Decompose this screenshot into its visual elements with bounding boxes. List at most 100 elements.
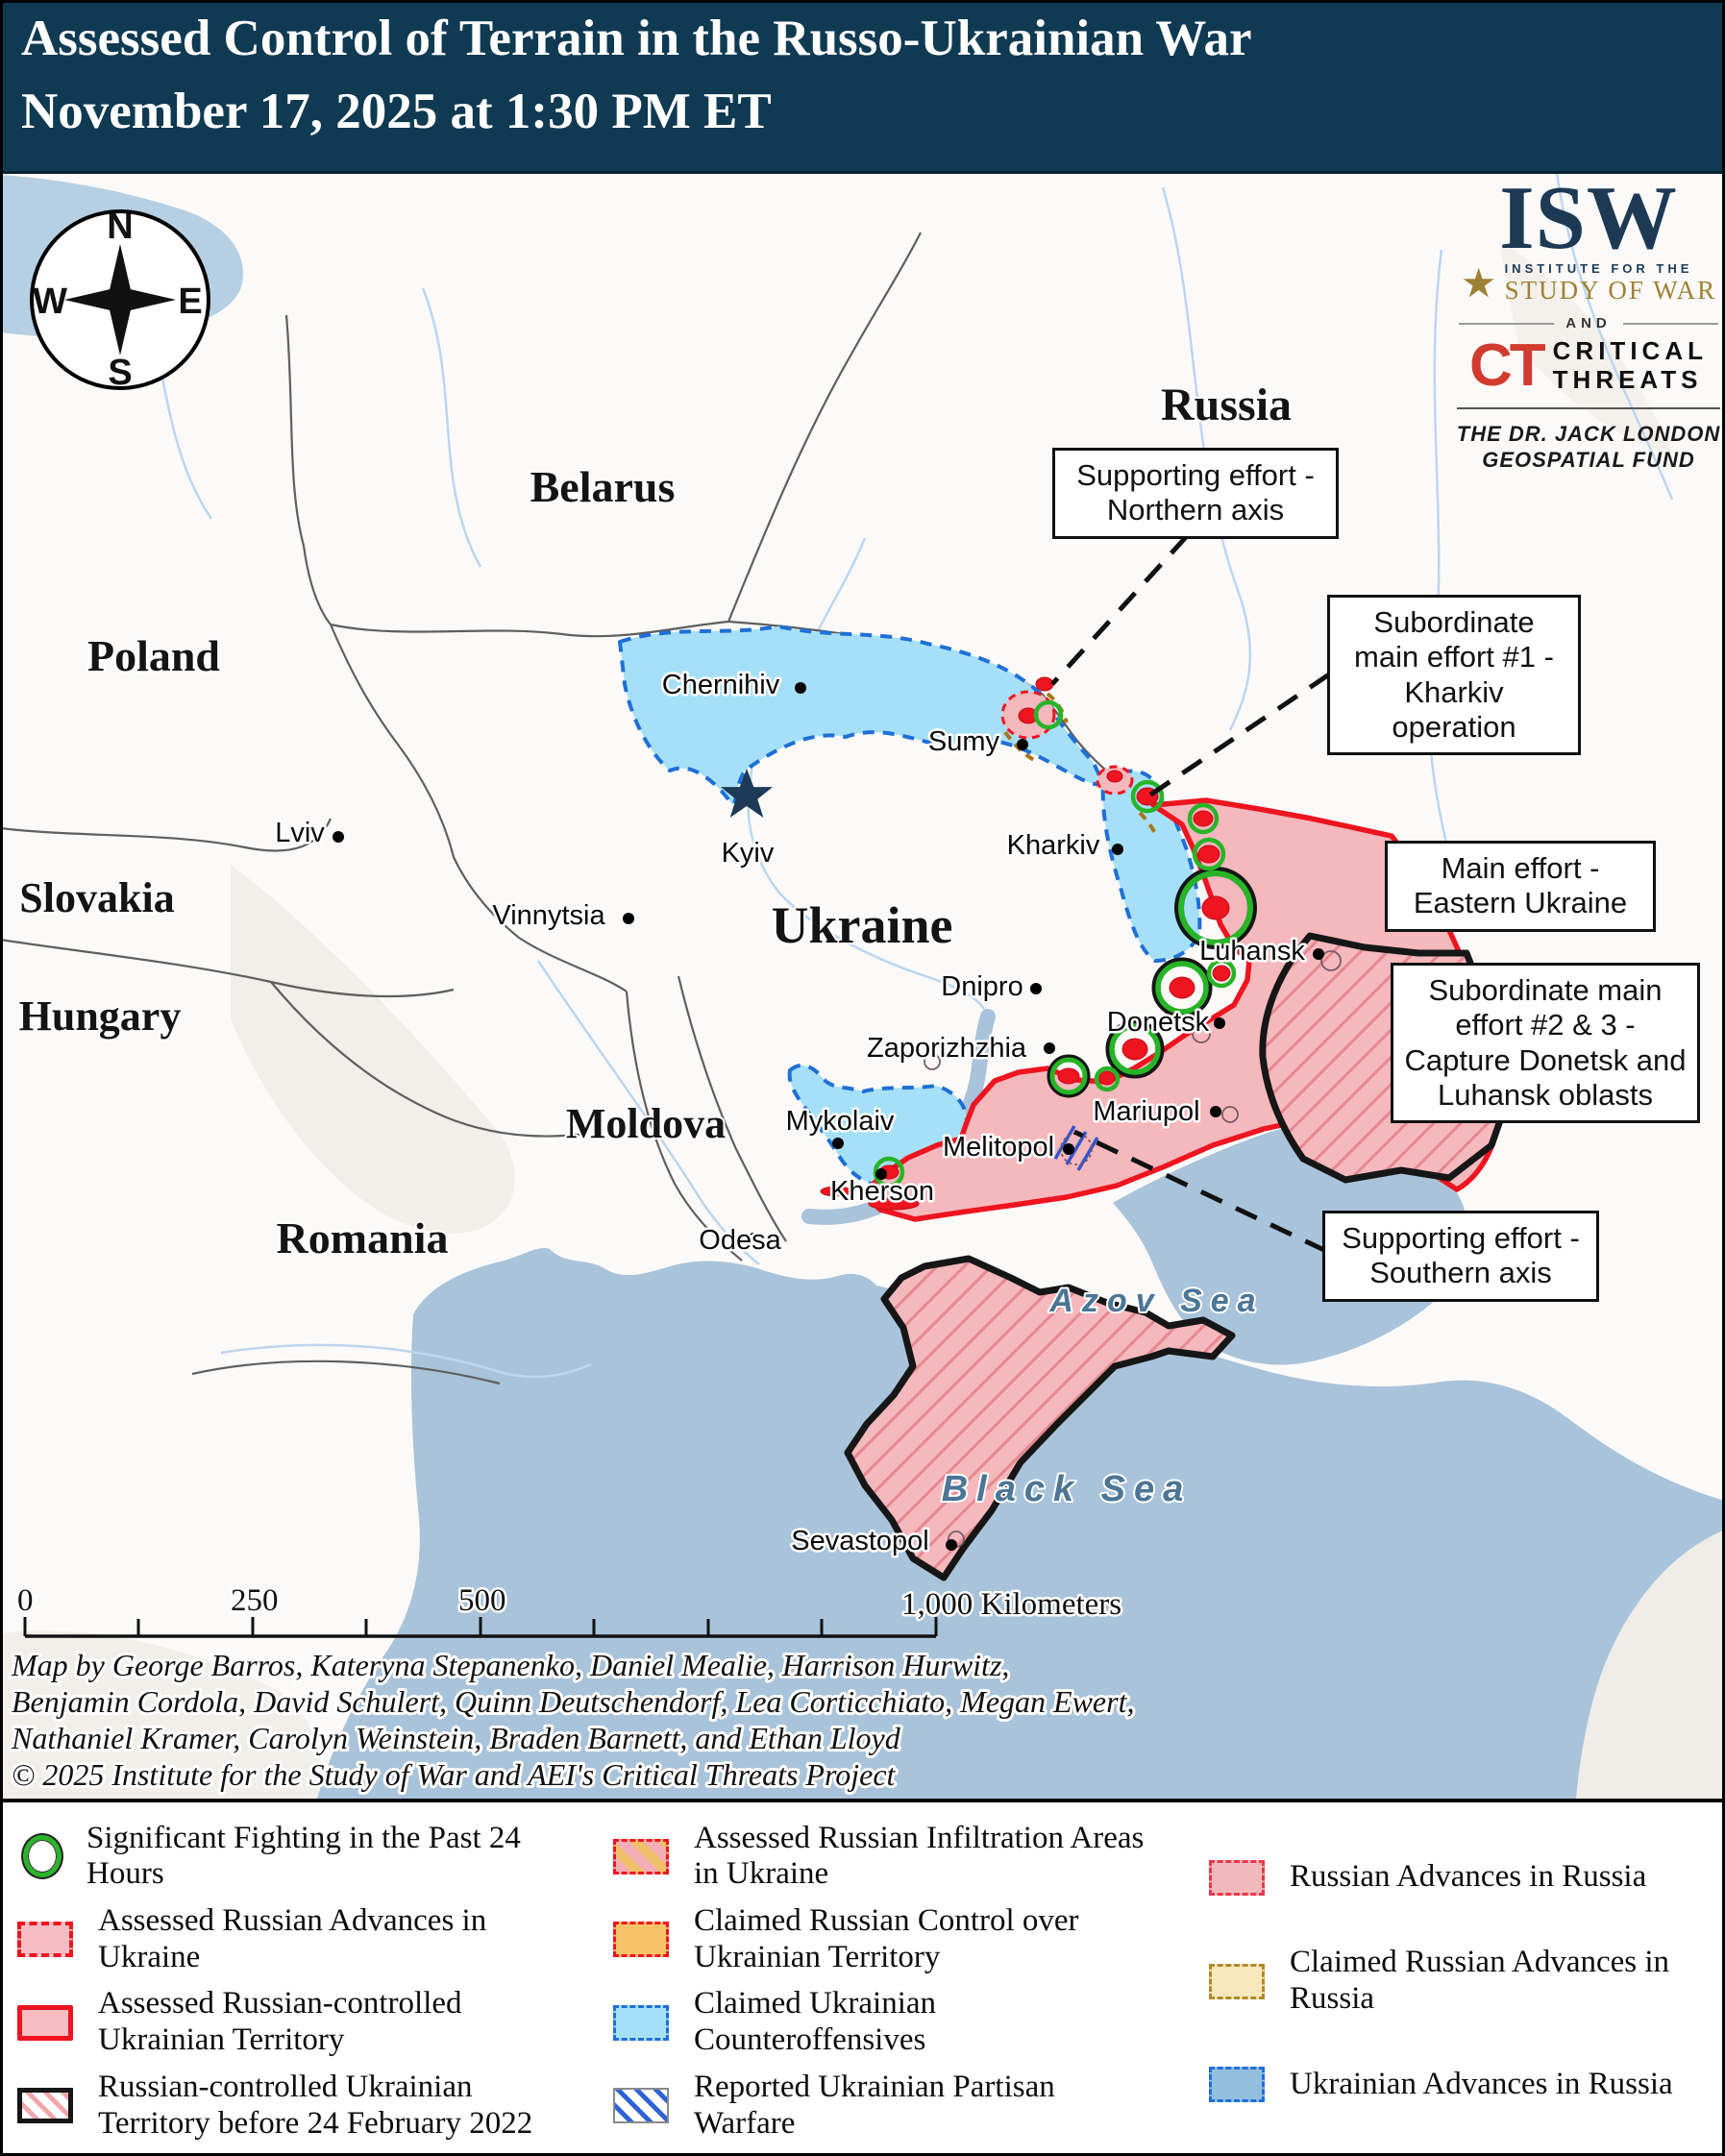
sea-labels: Azov Sea Black Sea [940,1281,1264,1511]
legend-item-russian-advances-russia: Russian Advances in Russia [1209,1859,1718,1896]
city-mariupol: Mariupol [1091,1094,1221,1130]
page-subtitle-date: November 17, 2025 at 1:30 PM ET [21,84,772,139]
svg-text:Odesa: Odesa [699,1225,781,1256]
legend-item-russian-controlled: Assessed Russian-controlled Ukrainian Te… [17,1986,584,2059]
scale-500: 500 [458,1583,506,1618]
svg-text:© 2025 Institute for the Study: © 2025 Institute for the Study of War an… [12,1757,897,1792]
claimed-russian-advances-swatch [1209,1963,1265,1999]
callout-kharkiv-operation: Subordinate main effort #1 - Kharkiv opera… [1327,595,1581,756]
svg-text:Sumy: Sumy [928,726,1000,757]
kyiv-capital-star [721,769,773,818]
terrain-shading [0,240,1725,1802]
isw-logo: ISW [1499,168,1678,268]
pre2022-swatch [17,2088,73,2124]
svg-text:Benjamin Cordola, David Schule: Benjamin Cordola, David Schulert, Quinn … [12,1684,1134,1719]
city-lviv: Lviv [273,816,344,851]
legend-item-infiltration: Assessed Russian Infiltration Areas in U… [613,1821,1180,1894]
compass-s: S [108,353,132,393]
city-dnipro: Dnipro [939,969,1042,1005]
isw-star-icon: ★ [1460,260,1497,306]
black-sea [317,1248,1725,1799]
threats-text: THREATS [1552,364,1703,394]
callout-donetsk-luhansk: Subordinate main effort #2 & 3 - Capture … [1391,963,1700,1124]
legend-item-pre2022: Russian-controlled Ukrainian Territory b… [17,2070,584,2143]
city-mykolaiv: Mykolaiv [783,1104,897,1149]
city-donetsk: Donetsk [1104,1005,1225,1041]
scale-1000: 1,000 Kilometers [901,1587,1121,1622]
compass-rose: N S E W [30,207,210,393]
svg-text:Zaporizhzhia: Zaporizhzhia [867,1033,1027,1064]
compass-e: E [178,282,202,322]
legend-item-claimed-russian-control: Claimed Russian Control over Ukrainian T… [613,1903,1180,1976]
isw-study-of-war-text: STUDY OF WAR [1504,276,1717,306]
compass-n: N [107,207,133,247]
svg-text:Map by George Barros, Kateryna: Map by George Barros, Kateryna Stepanenk… [11,1648,1009,1682]
city-melitopol: Melitopol [940,1130,1074,1165]
legend: Significant Fighting in the Past 24 Hour… [0,1799,1725,2156]
seas [0,175,1725,1799]
claimed-russian-control-swatch [613,1922,669,1958]
city-kharkiv: Kharkiv [1004,828,1123,864]
label-poland: Poland [87,631,220,680]
callout-northern-axis: Supporting effort - Northern axis [1052,448,1339,539]
svg-text:Mykolaiv: Mykolaiv [786,1106,895,1137]
russian-advances-russia-swatch [1209,1859,1265,1896]
svg-text:Dnipro: Dnipro [941,971,1023,1002]
callout-leader-lines [1050,534,1331,1254]
city-odesa: Odesa [697,1223,784,1259]
compass-w: W [33,282,67,322]
svg-text:Lviv: Lviv [275,818,325,848]
logo-divider [1457,406,1720,409]
label-black-sea: Black Sea [942,1469,1193,1509]
city-vinnytsia: Vinnytsia [490,898,634,934]
svg-text:Kherson: Kherson [830,1176,934,1207]
legend-column-2: Assessed Russian Infiltration Areas in U… [613,1802,1180,2156]
svg-text:Donetsk: Donetsk [1107,1007,1210,1038]
russian-controlled-swatch [17,2004,73,2041]
legend-column-3: Russian Advances in Russia Claimed Russi… [1209,1802,1718,2156]
significant-fighting-circles [873,699,1257,1188]
city-zaporizhzhia: Zaporizhzhia [864,1031,1055,1066]
scale-0: 0 [17,1583,34,1618]
assessed-russian-advances [820,676,1231,1211]
scale-bar: 0 250 500 1,000 Kilometers [15,1581,1124,1638]
svg-text:Nathaniel Kramer, Carolyn Wein: Nathaniel Kramer, Carolyn Weinstein, Bra… [11,1721,901,1755]
legend-item-ukrainian-advances-russia: Ukrainian Advances in Russia [1209,2067,1718,2103]
legend-item-significant-fighting: Significant Fighting in the Past 24 Hour… [17,1821,584,1894]
label-russia: Russia [1161,380,1292,430]
svg-text:Sevastopol: Sevastopol [791,1526,929,1556]
city-luhansk: Luhansk [1197,934,1324,969]
label-moldova: Moldova [566,1100,726,1147]
significant-fighting-swatch [23,1835,62,1878]
svg-text:Mariupol: Mariupol [1093,1096,1199,1127]
country-borders [0,232,1120,1385]
crimea-pre2022 [844,1255,1236,1581]
svg-text:Melitopol: Melitopol [943,1132,1054,1163]
assessed-advances-swatch [17,1922,73,1958]
counteroffensives-swatch [613,2004,669,2041]
svg-text:Luhansk: Luhansk [1199,936,1305,967]
ukrainian-advances-swatch [1209,2067,1265,2103]
legend-item-claimed-russian-advances-russia: Claimed Russian Advances in Russia [1209,1945,1718,2018]
partisan-warfare-marks [1053,1125,1099,1171]
svg-text:Vinnytsia: Vinnytsia [492,900,605,931]
azov-sea [1113,1122,1467,1365]
city-sevastopol: Sevastopol [789,1524,957,1559]
fund-line1: THE DR. JACK LONDON [1456,421,1721,446]
branding-block: ISW ★ INSTITUTE FOR THE STUDY OF WAR AND… [1453,168,1724,474]
fund-line2: GEOSPATIAL FUND [1482,448,1695,473]
scale-250: 250 [231,1583,279,1618]
callout-southern-axis: Supporting effort - Southern axis [1322,1211,1599,1302]
legend-item-partisan-warfare: Reported Ukrainian Partisan Warfare [613,2070,1180,2143]
label-belarus: Belarus [530,462,676,511]
city-kyiv: Kyiv [719,769,776,871]
title-bar: Assessed Control of Terrain in the Russo… [0,0,1725,174]
svg-text:Kharkiv: Kharkiv [1007,830,1100,861]
city-sumy: Sumy [925,724,1028,760]
label-azov-sea: Azov Sea [1048,1283,1264,1319]
svg-text:Kyiv: Kyiv [722,838,775,869]
callout-main-effort-east: Main effort - Eastern Ukraine [1385,841,1656,932]
city-kherson: Kherson [827,1168,937,1210]
label-slovakia: Slovakia [19,874,174,921]
